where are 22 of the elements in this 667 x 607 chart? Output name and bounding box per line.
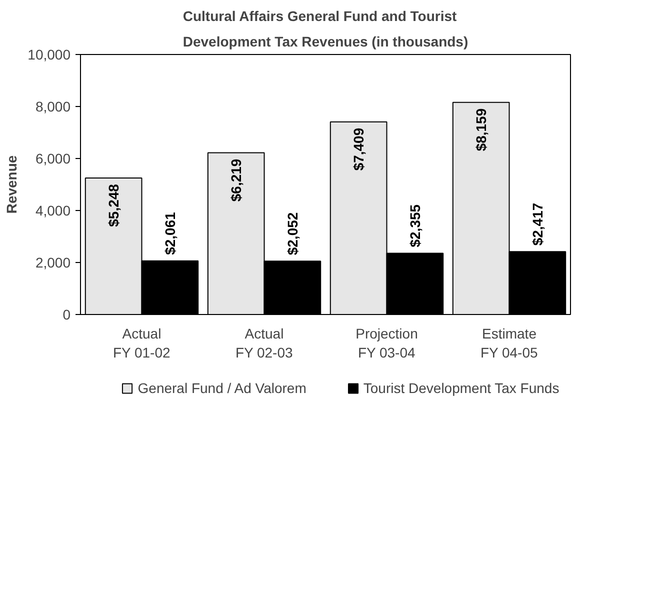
data-label: $8,159 [473,108,490,152]
y-tick-label: 10,000 [28,46,71,62]
data-label: $5,248 [106,184,122,227]
data-label: $6,219 [228,158,244,202]
data-label: $2,052 [284,212,300,256]
data-label: $2,355 [406,204,423,248]
legend-label: General Fund / Ad Valorem [138,380,306,396]
y-tick-label: 4,000 [35,202,71,218]
data-label: $2,417 [529,202,546,246]
y-tick-label: 6,000 [35,150,71,166]
x-tick-label: Actual FY 02-03 [235,326,294,361]
y-tick-label: 8,000 [35,98,71,114]
x-tick-label: Projection FY 03-04 [356,326,418,361]
legend-label: Tourist Development Tax Funds [363,380,560,396]
data-label: $7,409 [350,128,367,171]
y-axis-title: Revenue [4,155,20,214]
data-label: $2,061 [162,212,178,255]
x-tick-label: Actual FY 01-02 [112,326,171,361]
y-tick-label: 2,000 [35,254,71,270]
x-tick-label: Estimate FY 04-05 [480,326,538,361]
chart-title: Cultural Affairs General Fund and Tourist Development Tax Revenues (in thousands) [182,8,468,50]
y-tick-label: 0 [62,306,71,322]
